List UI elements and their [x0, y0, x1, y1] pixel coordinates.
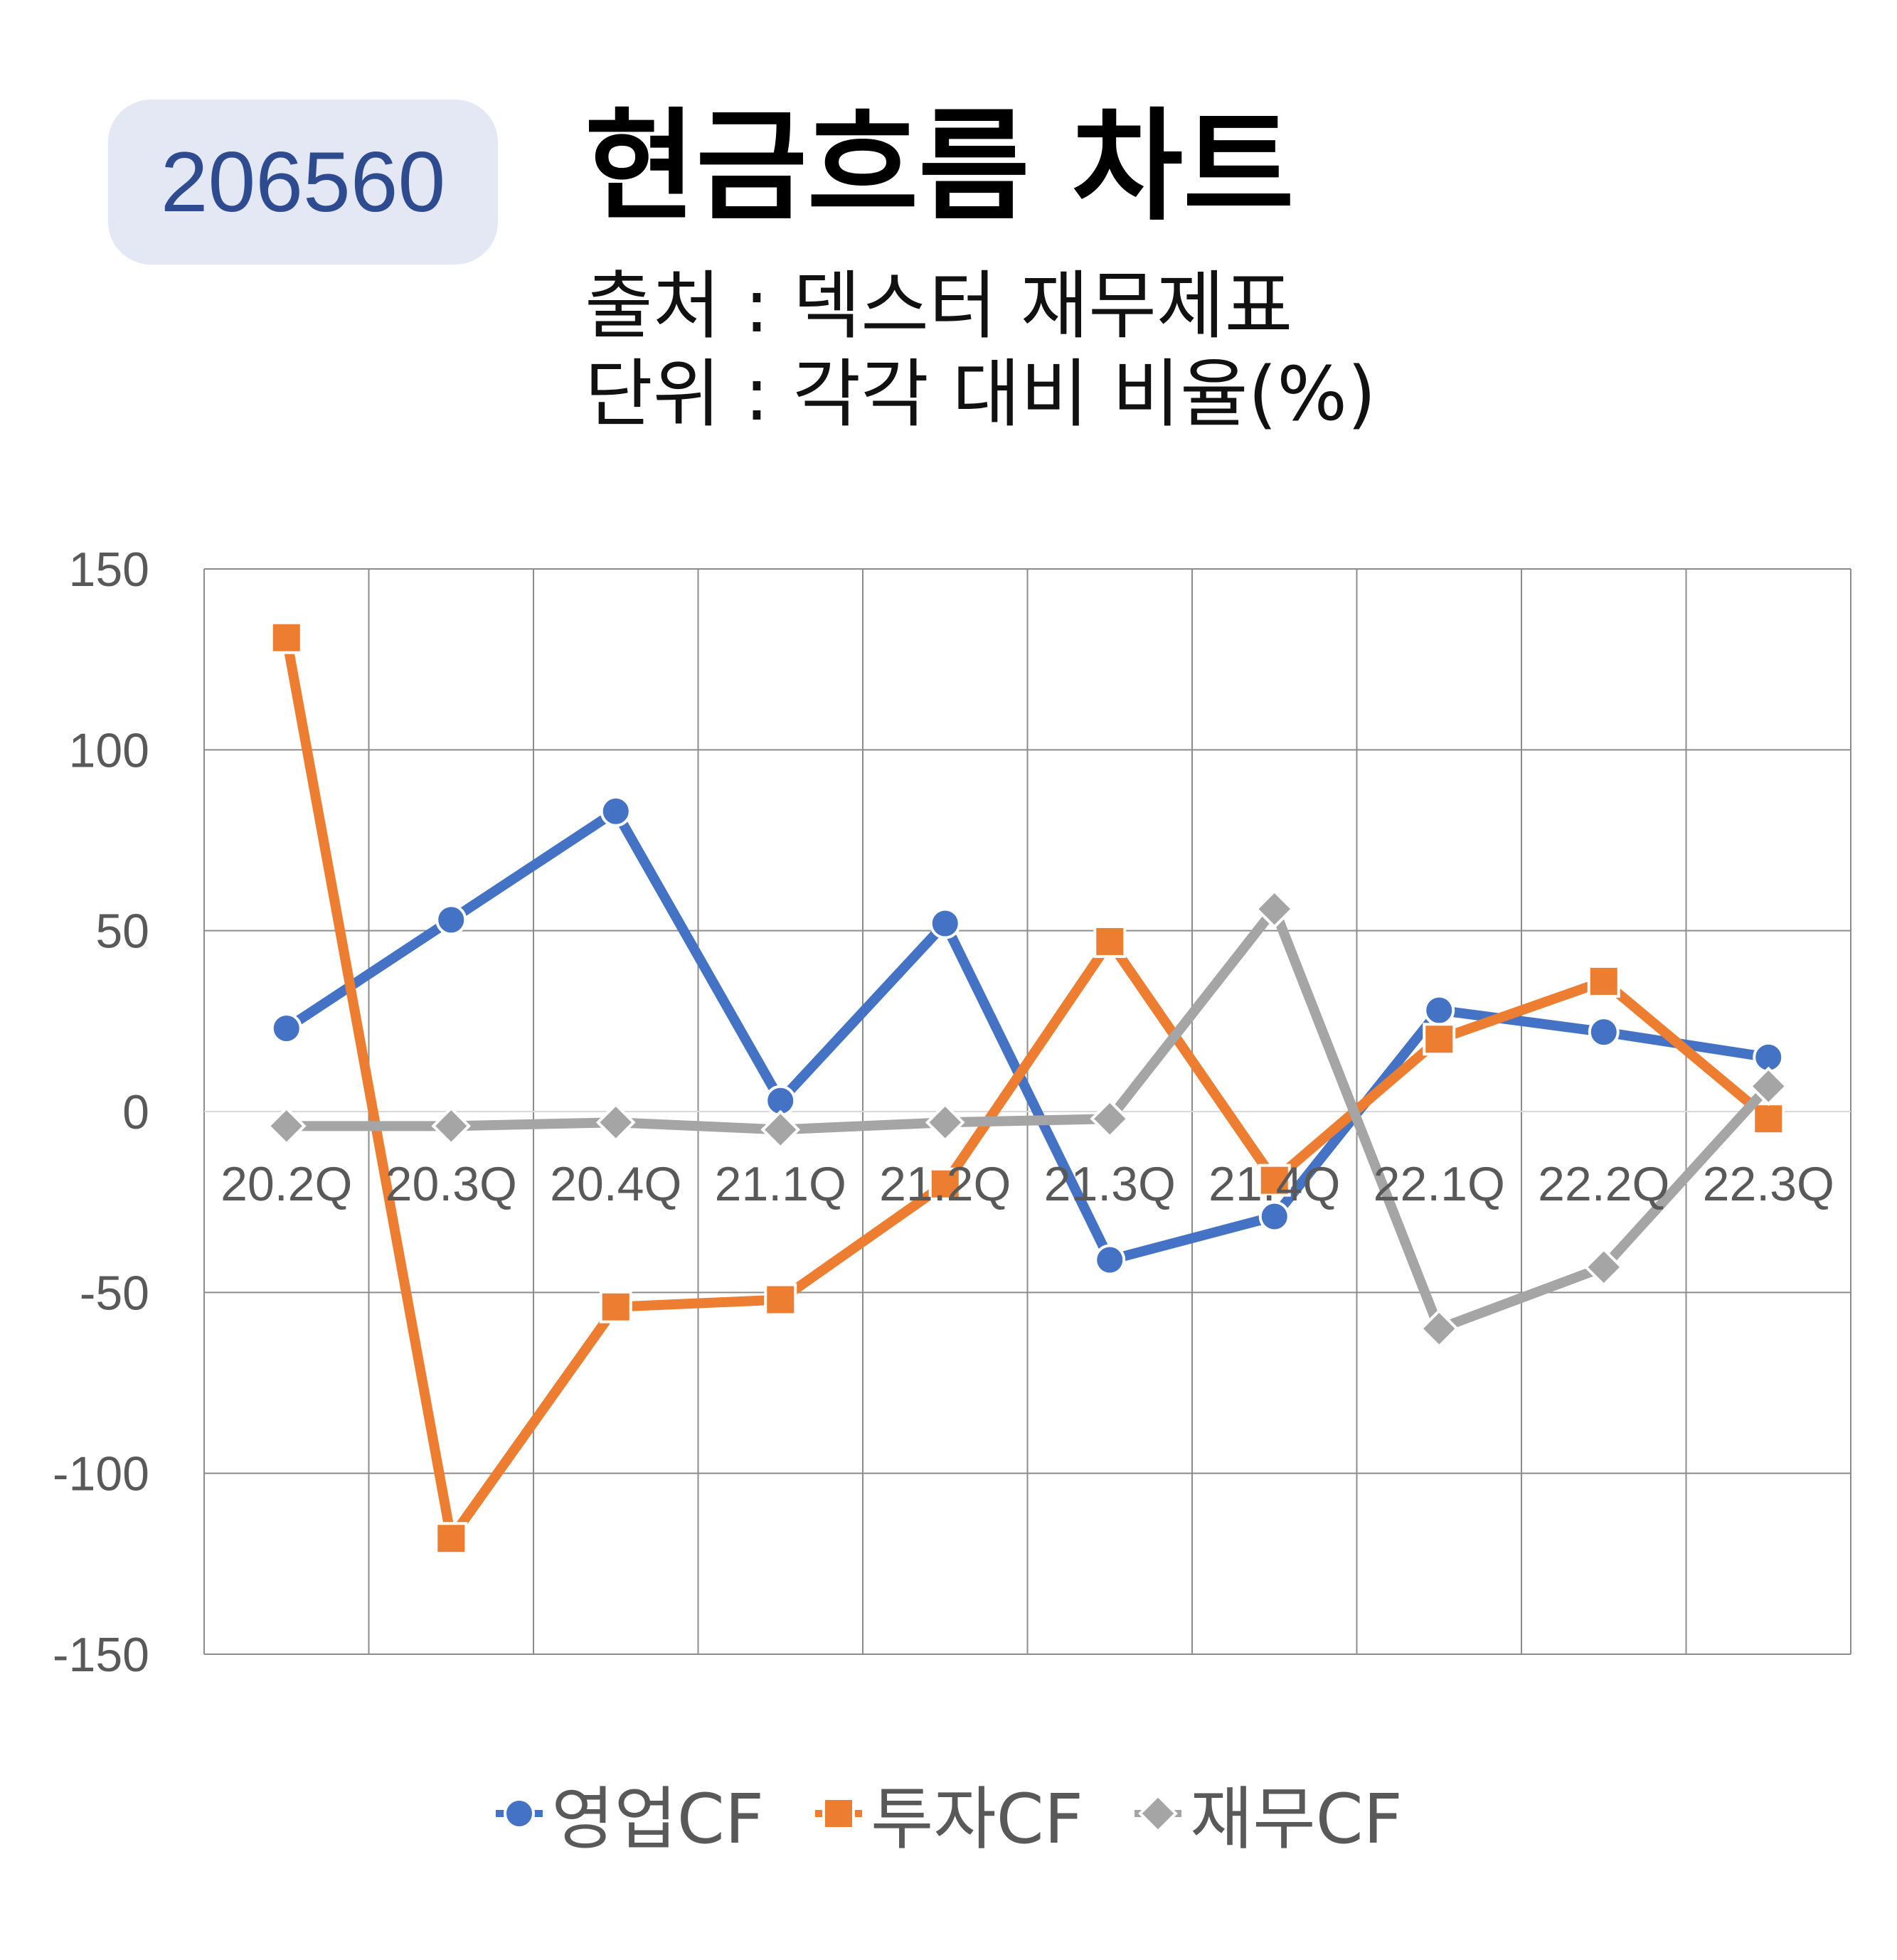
- legend-item-financing-cf: 재무CF: [1133, 1764, 1403, 1863]
- data-point-operating-cf: [435, 904, 467, 936]
- chart-title: 현금흐름 차트: [585, 97, 1295, 238]
- x-tick-label: 22.1Q: [1373, 1157, 1505, 1211]
- source-note: 출처 : 덱스터 재무제표: [585, 262, 1293, 349]
- y-tick-label: -150: [53, 1628, 149, 1682]
- data-point-financing-cf: [1748, 1066, 1789, 1107]
- data-point-operating-cf: [1094, 1244, 1126, 1276]
- y-tick-label: 0: [122, 1085, 149, 1139]
- x-tick-label: 22.3Q: [1703, 1157, 1834, 1211]
- x-tick-label: 20.3Q: [386, 1157, 517, 1211]
- data-point-investing-cf: [928, 1167, 962, 1200]
- y-tick-label: 150: [69, 543, 149, 597]
- x-tick-label: 20.2Q: [220, 1157, 352, 1211]
- legend-label: 재무CF: [1189, 1779, 1403, 1859]
- data-point-operating-cf: [504, 1797, 536, 1829]
- legend-item-operating-cf: 영업CF: [494, 1764, 764, 1863]
- y-tick-label: -100: [53, 1447, 149, 1501]
- data-point-financing-cf: [431, 1106, 472, 1146]
- data-point-investing-cf: [435, 1522, 468, 1555]
- x-tick-label: 21.4Q: [1208, 1157, 1340, 1211]
- data-point-investing-cf: [764, 1283, 797, 1316]
- legend-circle-icon: [496, 1797, 543, 1829]
- data-point-financing-cf: [595, 1102, 636, 1143]
- x-tick-label: 21.1Q: [715, 1157, 846, 1211]
- data-point-investing-cf: [822, 1796, 856, 1830]
- legend-square-icon: [815, 1796, 863, 1830]
- data-point-financing-cf: [1254, 889, 1295, 929]
- series-line-operating-cf: [281, 806, 1774, 1265]
- y-tick-label: -50: [80, 1266, 149, 1320]
- legend-label: 영업CF: [551, 1779, 765, 1859]
- data-point-operating-cf: [1588, 1016, 1620, 1048]
- data-point-investing-cf: [1423, 1023, 1456, 1056]
- legend-item-investing-cf: 투자CF: [814, 1764, 1083, 1863]
- ticker-code: 206560: [160, 134, 446, 230]
- y-tick-label: 100: [69, 723, 149, 777]
- data-point-investing-cf: [599, 1290, 632, 1323]
- series-line-investing-cf: [281, 632, 1774, 1544]
- data-point-operating-cf: [270, 1013, 302, 1045]
- x-tick-label: 20.4Q: [550, 1157, 681, 1211]
- data-point-investing-cf: [1258, 1163, 1291, 1197]
- data-point-financing-cf: [925, 1102, 965, 1143]
- data-point-financing-cf: [266, 1106, 307, 1146]
- data-point-investing-cf: [1587, 964, 1620, 998]
- series-line-financing-cf: [281, 904, 1774, 1334]
- data-point-investing-cf: [1093, 925, 1127, 958]
- data-point-operating-cf: [600, 795, 632, 827]
- data-point-financing-cf: [1138, 1793, 1178, 1833]
- y-tick-label: 50: [95, 905, 149, 959]
- legend-diamond-icon: [1134, 1793, 1181, 1833]
- x-tick-label: 21.2Q: [879, 1157, 1011, 1211]
- data-point-investing-cf: [1752, 1102, 1785, 1136]
- ticker-badge: 206560: [108, 100, 498, 265]
- unit-note: 단위 : 각각 대비 비율(%): [585, 351, 1376, 437]
- data-point-operating-cf: [1423, 994, 1455, 1026]
- legend-label: 투자CF: [871, 1779, 1083, 1859]
- legend: 영업CF 투자CF 재무CF: [0, 1764, 1897, 1863]
- x-tick-label: 22.2Q: [1538, 1157, 1669, 1211]
- data-point-financing-cf: [1090, 1099, 1130, 1139]
- data-point-financing-cf: [760, 1109, 801, 1150]
- data-point-investing-cf: [270, 621, 303, 654]
- data-point-operating-cf: [1258, 1200, 1290, 1232]
- data-point-financing-cf: [1583, 1247, 1624, 1287]
- data-point-operating-cf: [929, 907, 961, 939]
- x-tick-label: 21.3Q: [1044, 1157, 1176, 1211]
- data-point-financing-cf: [1419, 1309, 1460, 1349]
